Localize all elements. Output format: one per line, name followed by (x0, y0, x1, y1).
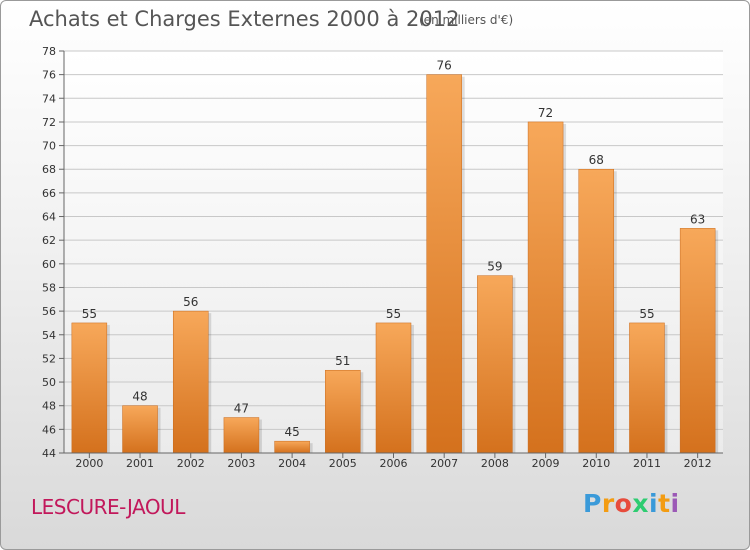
y-tick-label: 74 (42, 92, 56, 105)
y-tick-label: 58 (42, 281, 56, 294)
bar-2001 (122, 405, 158, 454)
bars: 55 48 56 47 45 51 55 76 59 72 68 55 63 (71, 59, 719, 454)
bar-value-label: 55 (386, 307, 401, 321)
x-tick-label: 2000 (75, 457, 103, 470)
bar-2010 (578, 168, 615, 454)
bar-2008 (477, 275, 513, 454)
logo-letter: r (601, 489, 615, 518)
logo-letter: t (658, 489, 671, 518)
x-tick-label: 2001 (126, 457, 154, 470)
bar-2006 (375, 322, 412, 454)
x-tick-label: 2008 (481, 457, 509, 470)
bar-value-label: 45 (284, 425, 299, 439)
y-tick-label: 52 (42, 352, 56, 365)
x-tick-label: 2006 (380, 457, 408, 470)
y-tick-label: 62 (42, 234, 56, 247)
y-tick-label: 76 (42, 69, 56, 82)
logo-letter: x (632, 489, 649, 518)
bar-value-label: 68 (589, 153, 604, 167)
bar-2012 (679, 228, 716, 454)
chart-subtitle: (en milliers d'€) (419, 13, 514, 27)
bar-2009 (527, 121, 564, 454)
bar-value-label: 48 (132, 390, 147, 404)
bar-value-label: 76 (437, 59, 452, 73)
bar-value-label: 56 (183, 295, 198, 309)
axes: 44 46 48 50 52 54 56 58 60 62 64 66 68 70 72 74 76 78 2000… (42, 45, 723, 470)
bar-value-label: 55 (82, 307, 97, 321)
bar-2011 (629, 322, 665, 454)
chart-title: Achats et Charges Externes 2000 à 2012 (29, 7, 460, 31)
y-tick-label: 56 (42, 305, 56, 318)
bar-2004 (274, 440, 310, 454)
y-tick-label: 44 (42, 447, 56, 460)
x-tick-label: 2003 (227, 457, 255, 470)
x-tick-label: 2007 (430, 457, 458, 470)
logo-letter: P (583, 489, 602, 518)
town-name: LESCURE-JAOUL (31, 495, 185, 519)
x-tick-label: 2010 (582, 457, 610, 470)
bar-value-label: 51 (335, 354, 350, 368)
logo-letter: i (649, 489, 659, 518)
proxiti-logo[interactable]: Proxiti (583, 489, 680, 518)
bar-value-label: 59 (487, 260, 502, 274)
y-tick-label: 68 (42, 163, 56, 176)
bar-2002 (172, 310, 209, 454)
bar-2000 (71, 322, 108, 454)
y-tick-label: 46 (42, 423, 56, 436)
y-tick-label: 66 (42, 187, 56, 200)
y-tick-label: 48 (42, 400, 56, 413)
bar-2003 (223, 417, 260, 454)
bar-value-label: 55 (639, 307, 654, 321)
bar-value-label: 63 (690, 212, 705, 226)
y-tick-label: 64 (42, 211, 56, 224)
y-tick-label: 54 (42, 329, 56, 342)
y-tick-label: 72 (42, 116, 56, 129)
x-tick-label: 2012 (684, 457, 712, 470)
x-tick-label: 2011 (633, 457, 661, 470)
y-tick-label: 70 (42, 140, 56, 153)
x-tick-label: 2002 (177, 457, 205, 470)
y-tick-label: 50 (42, 376, 56, 389)
bar-value-label: 72 (538, 106, 553, 120)
x-tick-label: 2009 (532, 457, 560, 470)
bar-2005 (325, 369, 361, 454)
bar-value-label: 47 (234, 402, 249, 416)
y-tick-label: 60 (42, 258, 56, 271)
x-tick-label: 2004 (278, 457, 306, 470)
logo-letter: i (670, 489, 680, 518)
y-tick-label: 78 (42, 45, 56, 58)
bar-2007 (426, 74, 462, 454)
x-tick-label: 2005 (329, 457, 357, 470)
logo-letter: o (614, 489, 633, 518)
